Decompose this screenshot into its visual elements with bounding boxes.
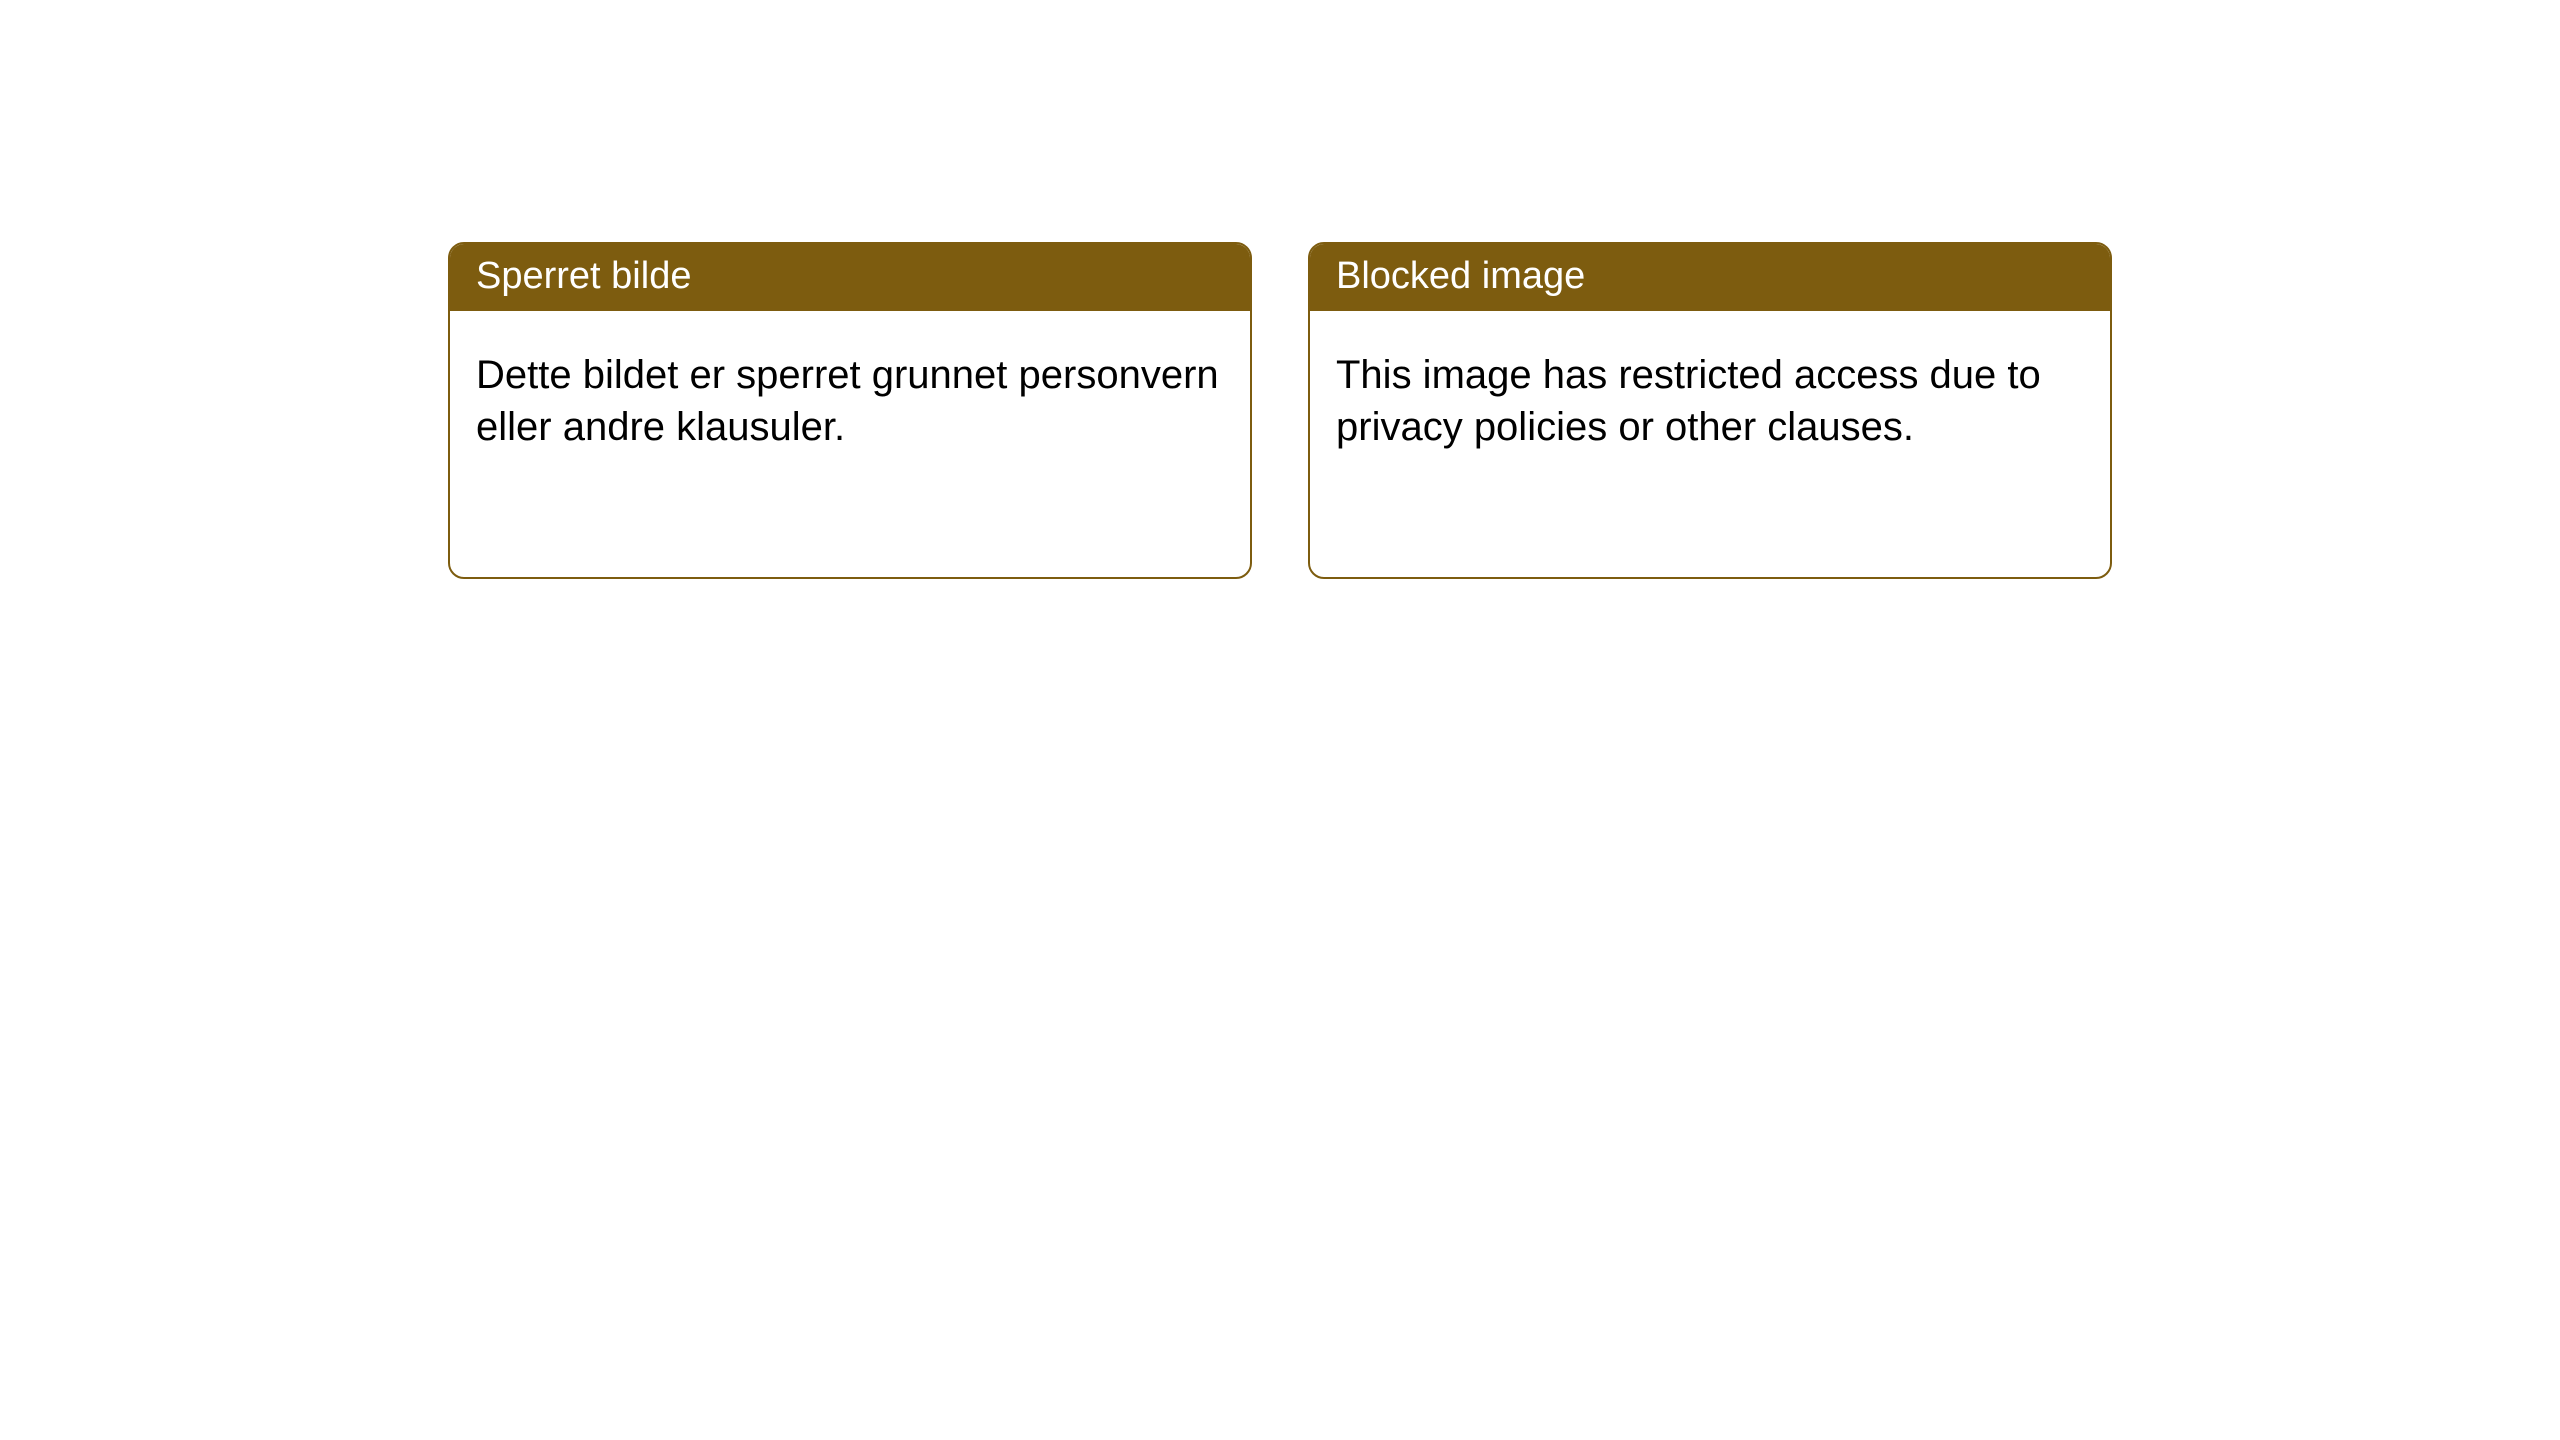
blocked-image-card-no: Sperret bilde Dette bildet er sperret gr…: [448, 242, 1252, 579]
card-header-en: Blocked image: [1310, 244, 2110, 311]
blocked-image-card-en: Blocked image This image has restricted …: [1308, 242, 2112, 579]
card-body-no: Dette bildet er sperret grunnet personve…: [450, 311, 1250, 491]
card-body-en: This image has restricted access due to …: [1310, 311, 2110, 491]
notice-container: Sperret bilde Dette bildet er sperret gr…: [0, 0, 2560, 579]
card-header-no: Sperret bilde: [450, 244, 1250, 311]
